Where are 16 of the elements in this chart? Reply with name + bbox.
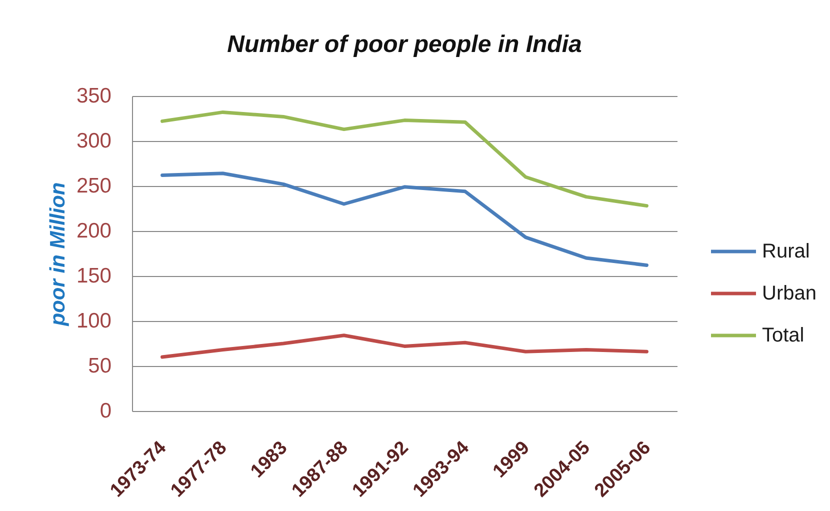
chart-title: Number of poor people in India bbox=[227, 31, 582, 58]
y-tick-label: 50 bbox=[88, 354, 112, 378]
y-axis-title: poor in Million bbox=[46, 182, 70, 327]
y-tick-label: 0 bbox=[100, 400, 112, 422]
legend-label: Total bbox=[762, 324, 804, 346]
legend-label: Urban bbox=[762, 282, 816, 304]
y-tick-label: 100 bbox=[76, 310, 112, 332]
legend-label: Rural bbox=[762, 240, 810, 262]
y-tick-label: 350 bbox=[76, 84, 112, 108]
y-tick-label: 150 bbox=[76, 264, 112, 288]
line-series bbox=[160, 172, 648, 267]
line-series bbox=[160, 334, 648, 359]
line-series bbox=[160, 110, 648, 208]
y-tick-label: 200 bbox=[76, 220, 112, 242]
y-tick-label: 300 bbox=[76, 130, 112, 152]
y-tick-label: 250 bbox=[76, 174, 112, 198]
